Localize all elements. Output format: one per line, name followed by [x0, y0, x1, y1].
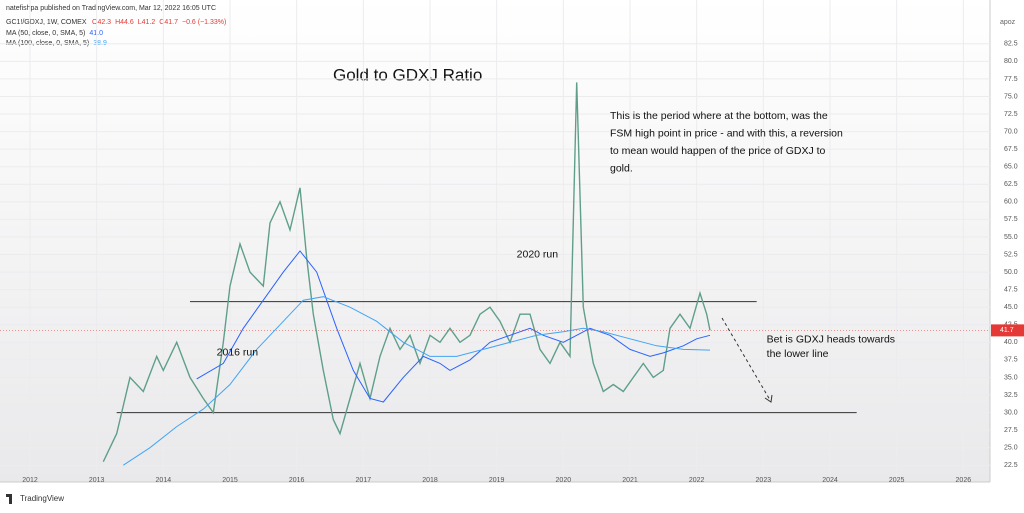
y-tick-label: 65.0	[1004, 164, 1018, 171]
y-tick-label: 52.5	[1004, 251, 1018, 258]
arrow-head	[764, 394, 773, 403]
legend-ohlc: O42.3	[92, 19, 111, 26]
line-series	[123, 296, 711, 466]
y-tick-label: 30.0	[1004, 409, 1018, 416]
y-tick-label: 22.5	[1004, 462, 1018, 469]
x-tick-label: 2020	[556, 477, 572, 484]
legend-ohlc: L41.2	[138, 19, 156, 26]
x-tick-label: 2012	[22, 477, 38, 484]
y-tick-label: 32.5	[1004, 392, 1018, 399]
annotation: to mean would happen of the price of GDX…	[610, 145, 826, 157]
header: natefishpa published on TradingView.com,…	[6, 5, 216, 12]
legend-ohlc: C41.7	[159, 19, 178, 26]
y-tick-label: 62.5	[1004, 181, 1018, 188]
legend-ohlc: −0.6 (−1.33%)	[182, 19, 226, 26]
y-tick-label: 57.5	[1004, 216, 1018, 223]
y-tick-label: 27.5	[1004, 427, 1018, 434]
axis-background	[990, 0, 1024, 482]
last-price-box	[991, 324, 1024, 337]
x-tick-label: 2022	[689, 477, 705, 484]
y-tick-label: 82.5	[1004, 41, 1018, 48]
y-tick-label: 80.0	[1004, 58, 1018, 65]
annotation: This is the period where at the bottom, …	[610, 110, 828, 122]
annotation: gold.	[610, 163, 633, 175]
annotation: Bet is GDXJ heads towards	[767, 333, 895, 345]
x-tick-label: 2014	[156, 477, 172, 484]
x-tick-label: 2018	[422, 477, 438, 484]
arrow	[721, 317, 771, 401]
annotation: FSM high point in price - and with this,…	[610, 127, 843, 139]
corner-label: apoz	[1000, 19, 1016, 26]
x-tick-label: 2016	[289, 477, 305, 484]
x-tick-label: 2019	[489, 477, 505, 484]
x-tick-label: 2017	[356, 477, 372, 484]
x-tick-label: 2024	[822, 477, 838, 484]
line-series	[102, 82, 711, 463]
y-tick-label: 70.0	[1004, 128, 1018, 135]
y-tick-label: 47.5	[1004, 286, 1018, 293]
footer: TradingView	[20, 494, 64, 503]
chart-title: Gold to GDXJ Ratio	[333, 65, 482, 84]
y-tick-label: 37.5	[1004, 357, 1018, 364]
y-tick-label: 35.0	[1004, 374, 1018, 381]
annotation: the lower line	[767, 348, 829, 360]
y-tick-label: 60.0	[1004, 199, 1018, 206]
x-tick-label: 2013	[89, 477, 105, 484]
logo	[6, 494, 12, 504]
legend-symbol: GC1!/GDXJ, 1W, COMEX	[6, 19, 87, 26]
annotation: 2020 run	[517, 248, 559, 260]
x-tick-label: 2023	[756, 477, 772, 484]
x-tick-label: 2025	[889, 477, 905, 484]
y-tick-label: 75.0	[1004, 93, 1018, 100]
y-tick-label: 77.5	[1004, 76, 1018, 83]
x-tick-label: 2015	[222, 477, 238, 484]
plot-background	[0, 0, 990, 482]
last-price-label: 41.7	[1000, 327, 1014, 334]
x-tick-label: 2026	[956, 477, 972, 484]
y-tick-label: 45.0	[1004, 304, 1018, 311]
y-tick-label: 50.0	[1004, 269, 1018, 276]
y-tick-label: 25.0	[1004, 445, 1018, 452]
line-series	[196, 250, 711, 403]
annotation: 2016 run	[217, 347, 259, 359]
y-tick-label: 67.5	[1004, 146, 1018, 153]
legend-ohlc: H44.6	[115, 19, 134, 26]
legend-ma: MA (50, close, 0, SMA, 5)	[6, 30, 85, 37]
x-tick-label: 2021	[622, 477, 638, 484]
y-tick-label: 55.0	[1004, 234, 1018, 241]
y-tick-label: 40.0	[1004, 339, 1018, 346]
y-tick-label: 72.5	[1004, 111, 1018, 118]
